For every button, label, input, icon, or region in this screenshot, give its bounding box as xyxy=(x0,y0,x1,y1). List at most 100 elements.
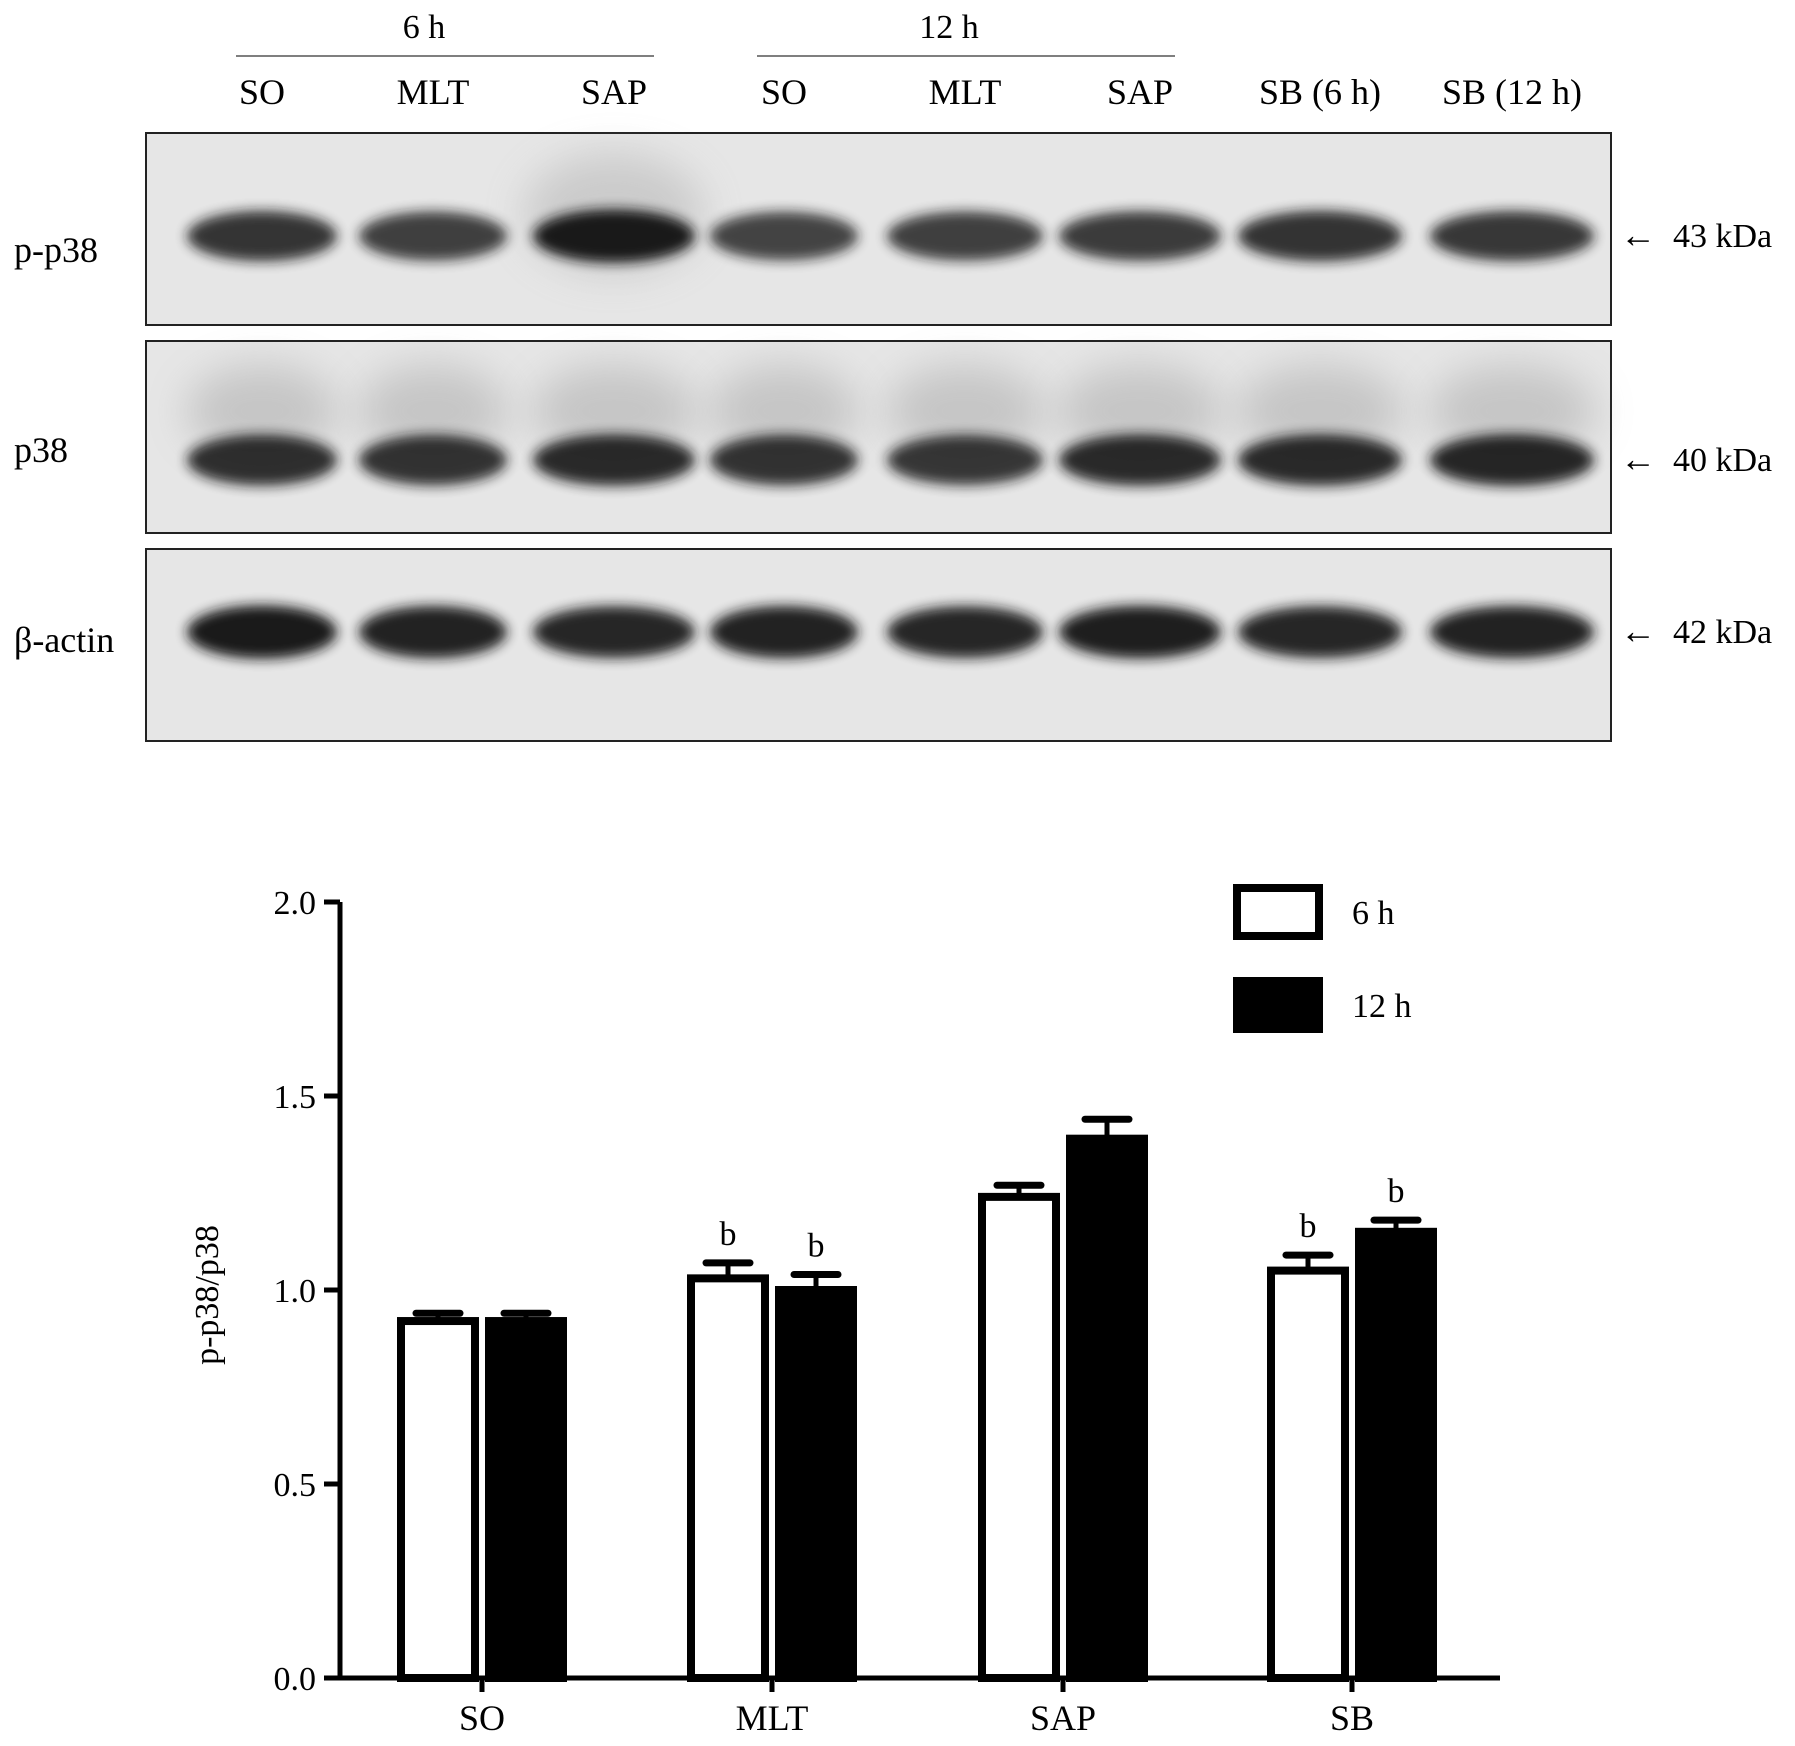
protein-band xyxy=(887,211,1043,261)
bar-group xyxy=(1066,1115,1148,1683)
y-tick-label: 0.5 xyxy=(274,1467,317,1504)
lane-label: SB (6 h) xyxy=(1259,72,1381,112)
protein-band xyxy=(1430,210,1594,262)
legend-item: 6 h xyxy=(1233,884,1395,940)
bar xyxy=(978,1192,1060,1682)
band-smear xyxy=(1236,365,1404,457)
legend-label: 6 h xyxy=(1352,895,1395,932)
time-group-label: 12 h xyxy=(919,9,979,46)
protein-band xyxy=(1059,211,1221,261)
y-tick-label: 2.0 xyxy=(274,885,317,922)
bar xyxy=(485,1317,567,1683)
significance-label: b xyxy=(808,1227,825,1264)
blot-panel: p38 ← 40 kDa xyxy=(14,340,1772,534)
band-smear xyxy=(1428,365,1596,457)
protein-band xyxy=(359,211,507,261)
band-size-label: 43 kDa xyxy=(1673,218,1772,255)
time-group-header-6h: 6 h xyxy=(236,9,654,57)
lane-label: SO xyxy=(239,72,285,112)
legend-item: 12 h xyxy=(1233,977,1412,1033)
bar-group: b xyxy=(1267,1208,1349,1682)
significance-label: b xyxy=(1300,1208,1317,1245)
x-tick-label: SB xyxy=(1330,1698,1374,1738)
time-group-label: 6 h xyxy=(403,9,446,46)
protein-band xyxy=(1059,434,1221,486)
band-size-label: 40 kDa xyxy=(1673,442,1772,479)
bars: b b b b xyxy=(397,1115,1437,1683)
lane-label: SO xyxy=(761,72,807,112)
protein-band xyxy=(1430,605,1594,659)
panel-label: p-p38 xyxy=(14,230,98,270)
protein-band xyxy=(1238,605,1402,659)
arrow-icon: ← xyxy=(1620,611,1656,651)
lane-label: SB (12 h) xyxy=(1442,72,1582,112)
lane-label: MLT xyxy=(929,72,1002,112)
significance-label: b xyxy=(720,1216,737,1253)
membrane xyxy=(145,548,1612,742)
bar xyxy=(687,1274,769,1682)
protein-band xyxy=(533,605,695,659)
protein-band xyxy=(533,209,695,263)
bar-group xyxy=(397,1309,479,1683)
protein-band xyxy=(533,434,695,486)
bar xyxy=(1355,1227,1437,1683)
arrow-icon: ← xyxy=(1620,439,1656,479)
x-tick-label: SO xyxy=(459,1698,505,1738)
bar xyxy=(775,1286,857,1682)
protein-band xyxy=(187,210,337,262)
lane-labels: SO MLT SAP SO MLT SAP SB (6 h) SB (12 h) xyxy=(239,72,1582,112)
blot-panel: β-actin ← 42 kDa xyxy=(14,548,1772,742)
protein-band xyxy=(187,434,337,486)
time-group-header-12h: 12 h xyxy=(757,9,1175,57)
protein-band xyxy=(1059,605,1221,659)
protein-band xyxy=(710,211,858,261)
protein-band xyxy=(187,605,337,659)
bar-group: b xyxy=(775,1227,857,1682)
y-tick-label: 1.0 xyxy=(274,1273,317,1310)
band-smear xyxy=(709,365,859,457)
protein-band xyxy=(359,434,507,486)
legend-swatch xyxy=(1233,884,1323,940)
protein-band xyxy=(1430,433,1594,487)
x-tick-label: MLT xyxy=(736,1698,809,1738)
bar xyxy=(397,1317,479,1683)
arrow-icon: ← xyxy=(1620,215,1656,255)
y-tick-label: 0.0 xyxy=(274,1661,317,1698)
band-smear xyxy=(885,365,1045,457)
lane-label: MLT xyxy=(397,72,470,112)
lane-label: SAP xyxy=(1107,72,1173,112)
panel-label: p38 xyxy=(14,430,68,470)
bar-chart: p-p38/p38 0.00.51.01.52.0SO MLT SAP SB b bbb… xyxy=(189,884,1500,1738)
significance-label: b xyxy=(1388,1173,1405,1210)
bar-group xyxy=(978,1181,1060,1682)
protein-band xyxy=(887,605,1043,659)
protein-band xyxy=(1238,434,1402,486)
y-tick-label: 1.5 xyxy=(274,1079,317,1116)
protein-band xyxy=(359,605,507,659)
blot-panel: p-p38 ← 43 kDa xyxy=(14,132,1772,326)
y-axis-label: p-p38/p38 xyxy=(189,1225,226,1365)
band-smear xyxy=(531,365,697,457)
blot-panels: p-p38 ← 43 kDa p38 ← 40 kDa β-actin ← 42 kDa xyxy=(14,132,1772,742)
bar xyxy=(1066,1134,1148,1683)
protein-band xyxy=(710,605,858,659)
band-smear xyxy=(358,365,508,457)
panel-label: β-actin xyxy=(14,620,114,660)
western-blot: 6 h 12 h SO MLT SAP SO MLT SAP SB (6 h) SB (12 … xyxy=(14,9,1772,742)
bar xyxy=(1267,1266,1349,1682)
bar-group xyxy=(485,1309,567,1683)
band-smear xyxy=(1057,365,1223,457)
lane-label: SAP xyxy=(581,72,647,112)
legend: 6 h 12 h xyxy=(1233,884,1412,1033)
band-smear xyxy=(186,365,338,457)
x-tick-label: SAP xyxy=(1030,1698,1096,1738)
protein-band xyxy=(887,434,1043,486)
legend-swatch xyxy=(1233,977,1323,1033)
band-size-label: 42 kDa xyxy=(1673,614,1772,651)
membrane xyxy=(145,340,1612,534)
bar-group: b xyxy=(687,1216,769,1682)
protein-band xyxy=(1238,210,1402,262)
protein-band xyxy=(710,434,858,486)
bar-group: b xyxy=(1355,1173,1437,1683)
